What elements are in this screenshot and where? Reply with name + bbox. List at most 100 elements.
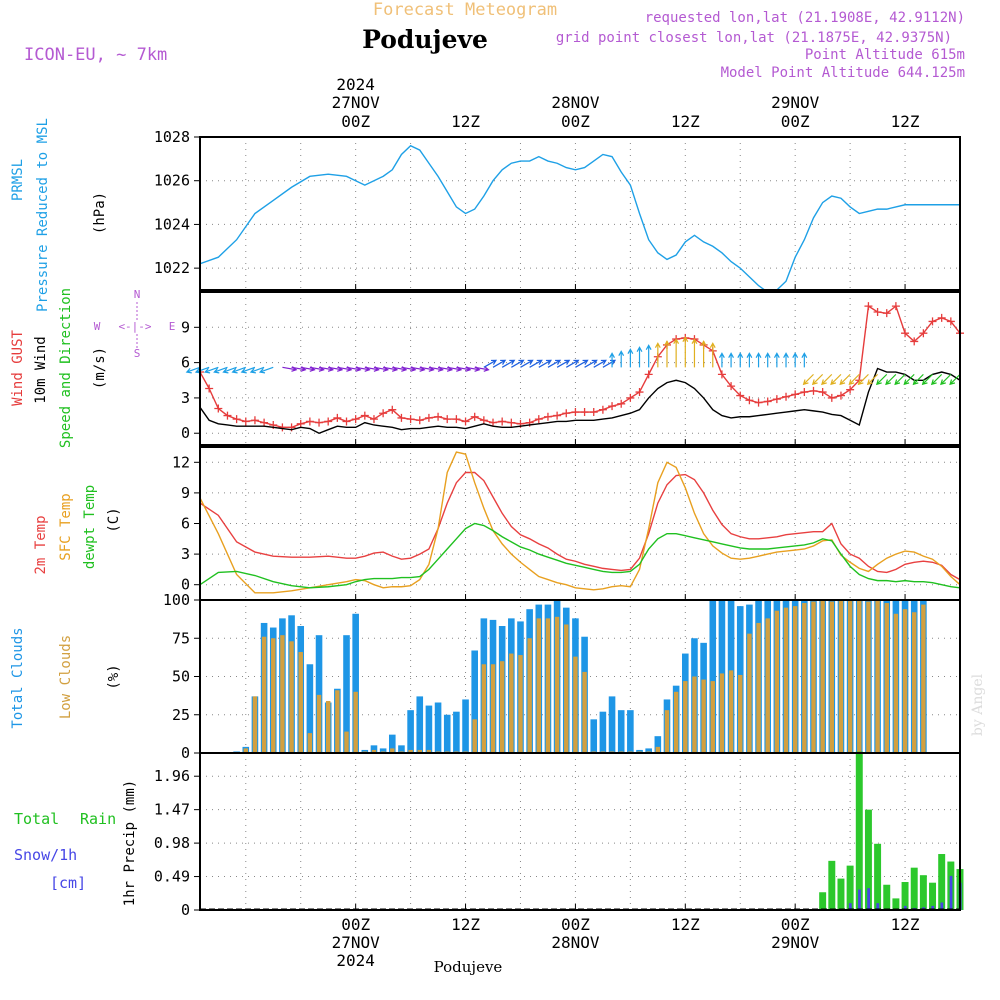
low-cloud-bar: [902, 609, 908, 753]
snow-bar: [848, 903, 852, 910]
low-cloud-bar: [847, 600, 853, 753]
total-cloud-bar: [434, 702, 442, 753]
series-line-prmsl: [199, 144, 960, 293]
gust-marker: [580, 408, 589, 417]
wind-arrow: [903, 373, 915, 386]
bottom-year: 2024: [336, 951, 375, 970]
wind-arrow: [848, 373, 860, 386]
snow-bar: [940, 902, 944, 910]
top-tick-label: 00Z: [561, 112, 590, 131]
low-cloud-bar: [811, 601, 816, 753]
low-cloud-bar: [490, 664, 496, 753]
y-tick-label: 9: [181, 318, 190, 336]
wind-arrow: [575, 359, 589, 368]
low-cloud-bar: [499, 661, 505, 753]
low-cloud-bar: [921, 604, 926, 753]
gust-marker: [562, 409, 571, 418]
series-line-dewpt-temp: [199, 522, 961, 589]
low-cloud-bar: [545, 618, 551, 753]
low-cloud-bar: [728, 670, 734, 753]
wind-arrow: [636, 346, 643, 368]
low-cloud-bar: [820, 600, 825, 753]
wind-arrow: [258, 366, 274, 374]
total-cloud-bar: [443, 714, 451, 753]
total-cloud-bar: [462, 699, 469, 753]
pressure-unit: (hPa): [92, 192, 108, 234]
wind-arrow: [857, 373, 869, 386]
gust-marker: [717, 370, 726, 379]
gust-marker: [919, 329, 928, 338]
wind-arrow: [664, 340, 670, 368]
gust-marker: [598, 405, 607, 414]
bottom-tick-label: 00Z: [561, 915, 590, 934]
rain-bar: [901, 882, 909, 910]
bottom-tick-label: 00Z: [781, 915, 810, 934]
subtitle: Forecast Meteogram: [373, 0, 557, 20]
wind-arrow: [719, 352, 725, 368]
gust-marker: [901, 329, 910, 338]
gust-marker: [479, 416, 488, 425]
gust-marker: [571, 408, 580, 417]
low-cloud-bar: [792, 606, 798, 753]
low-cloud-bar: [655, 746, 661, 753]
wind-arrow: [875, 373, 888, 386]
low-cloud-bar: [857, 600, 862, 753]
top-tick-label: 12Z: [451, 112, 480, 131]
footer-location: Podujeve: [434, 958, 503, 976]
wind-arrow: [492, 359, 507, 368]
wind-arrow: [240, 366, 256, 374]
gust-marker: [415, 416, 424, 425]
low-cloud-bar: [271, 638, 276, 753]
top-tick-label: 12Z: [891, 112, 920, 131]
wind-arrow: [483, 359, 498, 368]
top-date-label: 27NOV: [332, 93, 381, 112]
total-cloud-bar: [471, 650, 478, 753]
y-tick-label: 100: [163, 591, 190, 609]
gust-marker: [800, 388, 809, 397]
wind-arrow: [627, 348, 634, 368]
wind-arrow: [682, 336, 689, 368]
wind-arrow: [222, 366, 237, 374]
low-cloud-label: Low Clouds: [58, 635, 74, 719]
low-cloud-bar: [316, 694, 322, 753]
snow-bar: [931, 905, 935, 910]
gust-marker: [369, 415, 378, 424]
gust-marker: [342, 417, 351, 426]
credit: by Angel: [970, 673, 986, 736]
rain-bar: [910, 867, 918, 910]
y-tick-label: 0: [181, 576, 190, 594]
cloud-unit: (%): [106, 664, 122, 689]
bottom-date-label: 27NOV: [332, 933, 381, 952]
gust-marker: [763, 397, 772, 406]
wind-arrow: [691, 338, 698, 368]
gust-marker: [882, 309, 891, 318]
rain-bar: [874, 843, 882, 910]
gust-marker: [507, 418, 516, 427]
low-cloud-bar: [912, 612, 917, 753]
low-cloud-bar: [866, 601, 871, 753]
low-cloud-bar: [472, 719, 477, 753]
panel-frame: [199, 136, 961, 291]
rain-bar: [919, 875, 927, 910]
gust-marker: [443, 415, 452, 424]
gust-marker: [946, 317, 955, 326]
total-cloud-bar: [453, 711, 460, 753]
y-tick-label: 6: [181, 515, 190, 533]
wind-arrow: [783, 352, 789, 368]
wind-arrow: [801, 352, 808, 368]
low-cloud-bar: [481, 664, 487, 753]
model-altitude: Model Point Altitude 644.125m: [721, 65, 965, 81]
snow-bar: [876, 903, 880, 910]
wind-arrow: [839, 373, 851, 386]
wind-arrow: [746, 352, 753, 368]
clouds-panel: 0 25 50 75 100: [163, 591, 961, 762]
panel-frame: [199, 291, 961, 446]
y-tick-label: 0: [181, 424, 190, 442]
gust-marker: [589, 408, 598, 417]
gust-marker: [873, 308, 882, 317]
pressure-panel: 1022 1024 1026 1028: [154, 128, 961, 293]
y-tick-label: 1028: [154, 128, 190, 146]
wind-speed-label: Speed and Direction: [58, 288, 74, 448]
y-tick-label: 3: [181, 545, 190, 563]
